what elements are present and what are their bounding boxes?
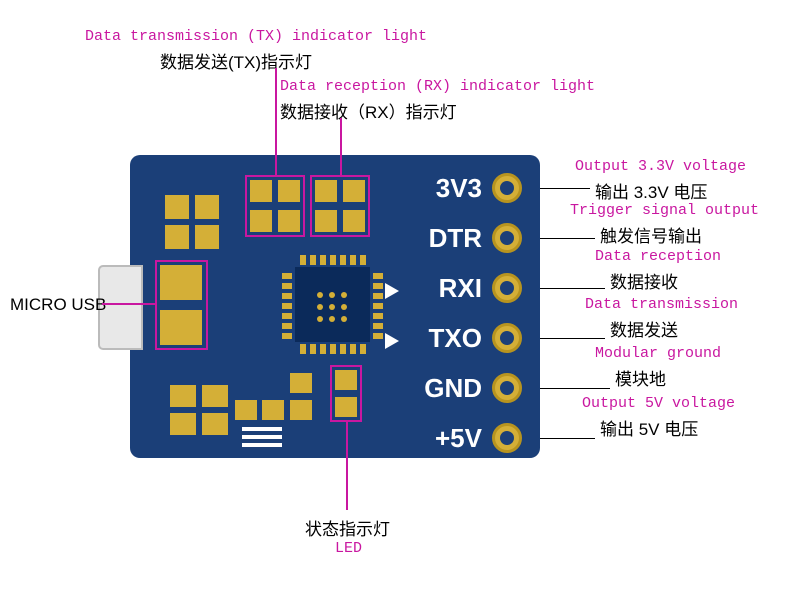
rx-led-highlight — [310, 175, 370, 237]
silk-dtr: DTR — [429, 223, 482, 254]
leader-usb — [102, 303, 157, 305]
label-rx-cn: 数据接收（RX）指示灯 — [280, 98, 457, 123]
usb-pads-highlight — [155, 260, 208, 350]
leader-rx — [340, 118, 342, 175]
pcb-board: 3V3 DTR RXI TXO GND +5V — [130, 155, 540, 458]
pinhole-5v — [492, 423, 522, 453]
pinhole-gnd — [492, 373, 522, 403]
pinhole-txo — [492, 323, 522, 353]
label-led-cn: 状态指示灯 — [305, 515, 390, 540]
label-p6-cn: 输出 5V 电压 — [600, 415, 698, 440]
leader-led — [346, 420, 348, 510]
label-p3-cn: 数据接收 — [610, 268, 678, 293]
label-p1-cn: 输出 3.3V 电压 — [595, 178, 707, 203]
silk-rxi: RXI — [439, 273, 482, 304]
silk-txo: TXO — [429, 323, 482, 354]
silk-5v: +5V — [435, 423, 482, 454]
label-p4-cn: 数据发送 — [610, 316, 678, 341]
label-tx-en: Data transmission (TX) indicator light — [85, 28, 427, 45]
pinhole-dtr — [492, 223, 522, 253]
label-p1-en: Output 3.3V voltage — [575, 158, 746, 175]
label-p3-en: Data reception — [595, 248, 721, 265]
tx-led-highlight — [245, 175, 305, 237]
label-p2-cn: 触发信号输出 — [600, 222, 702, 247]
txo-arrow-icon — [385, 333, 399, 349]
label-p6-en: Output 5V voltage — [582, 395, 735, 412]
label-p4-en: Data transmission — [585, 296, 738, 313]
leader-tx — [275, 68, 277, 175]
label-led-en: LED — [335, 540, 362, 557]
label-p5-en: Modular ground — [595, 345, 721, 362]
silk-3v3: 3V3 — [436, 173, 482, 204]
pinhole-rxi — [492, 273, 522, 303]
pinhole-3v3 — [492, 173, 522, 203]
label-p5-cn: 模块地 — [615, 365, 666, 390]
rxi-arrow-icon — [385, 283, 399, 299]
label-p2-en: Trigger signal output — [570, 202, 759, 219]
label-tx-cn: 数据发送(TX)指示灯 — [160, 48, 312, 73]
label-usb: MICRO USB — [10, 295, 106, 315]
label-rx-en: Data reception (RX) indicator light — [280, 78, 595, 95]
status-led-highlight — [330, 365, 362, 422]
silk-gnd: GND — [424, 373, 482, 404]
ic-chip — [295, 267, 370, 342]
